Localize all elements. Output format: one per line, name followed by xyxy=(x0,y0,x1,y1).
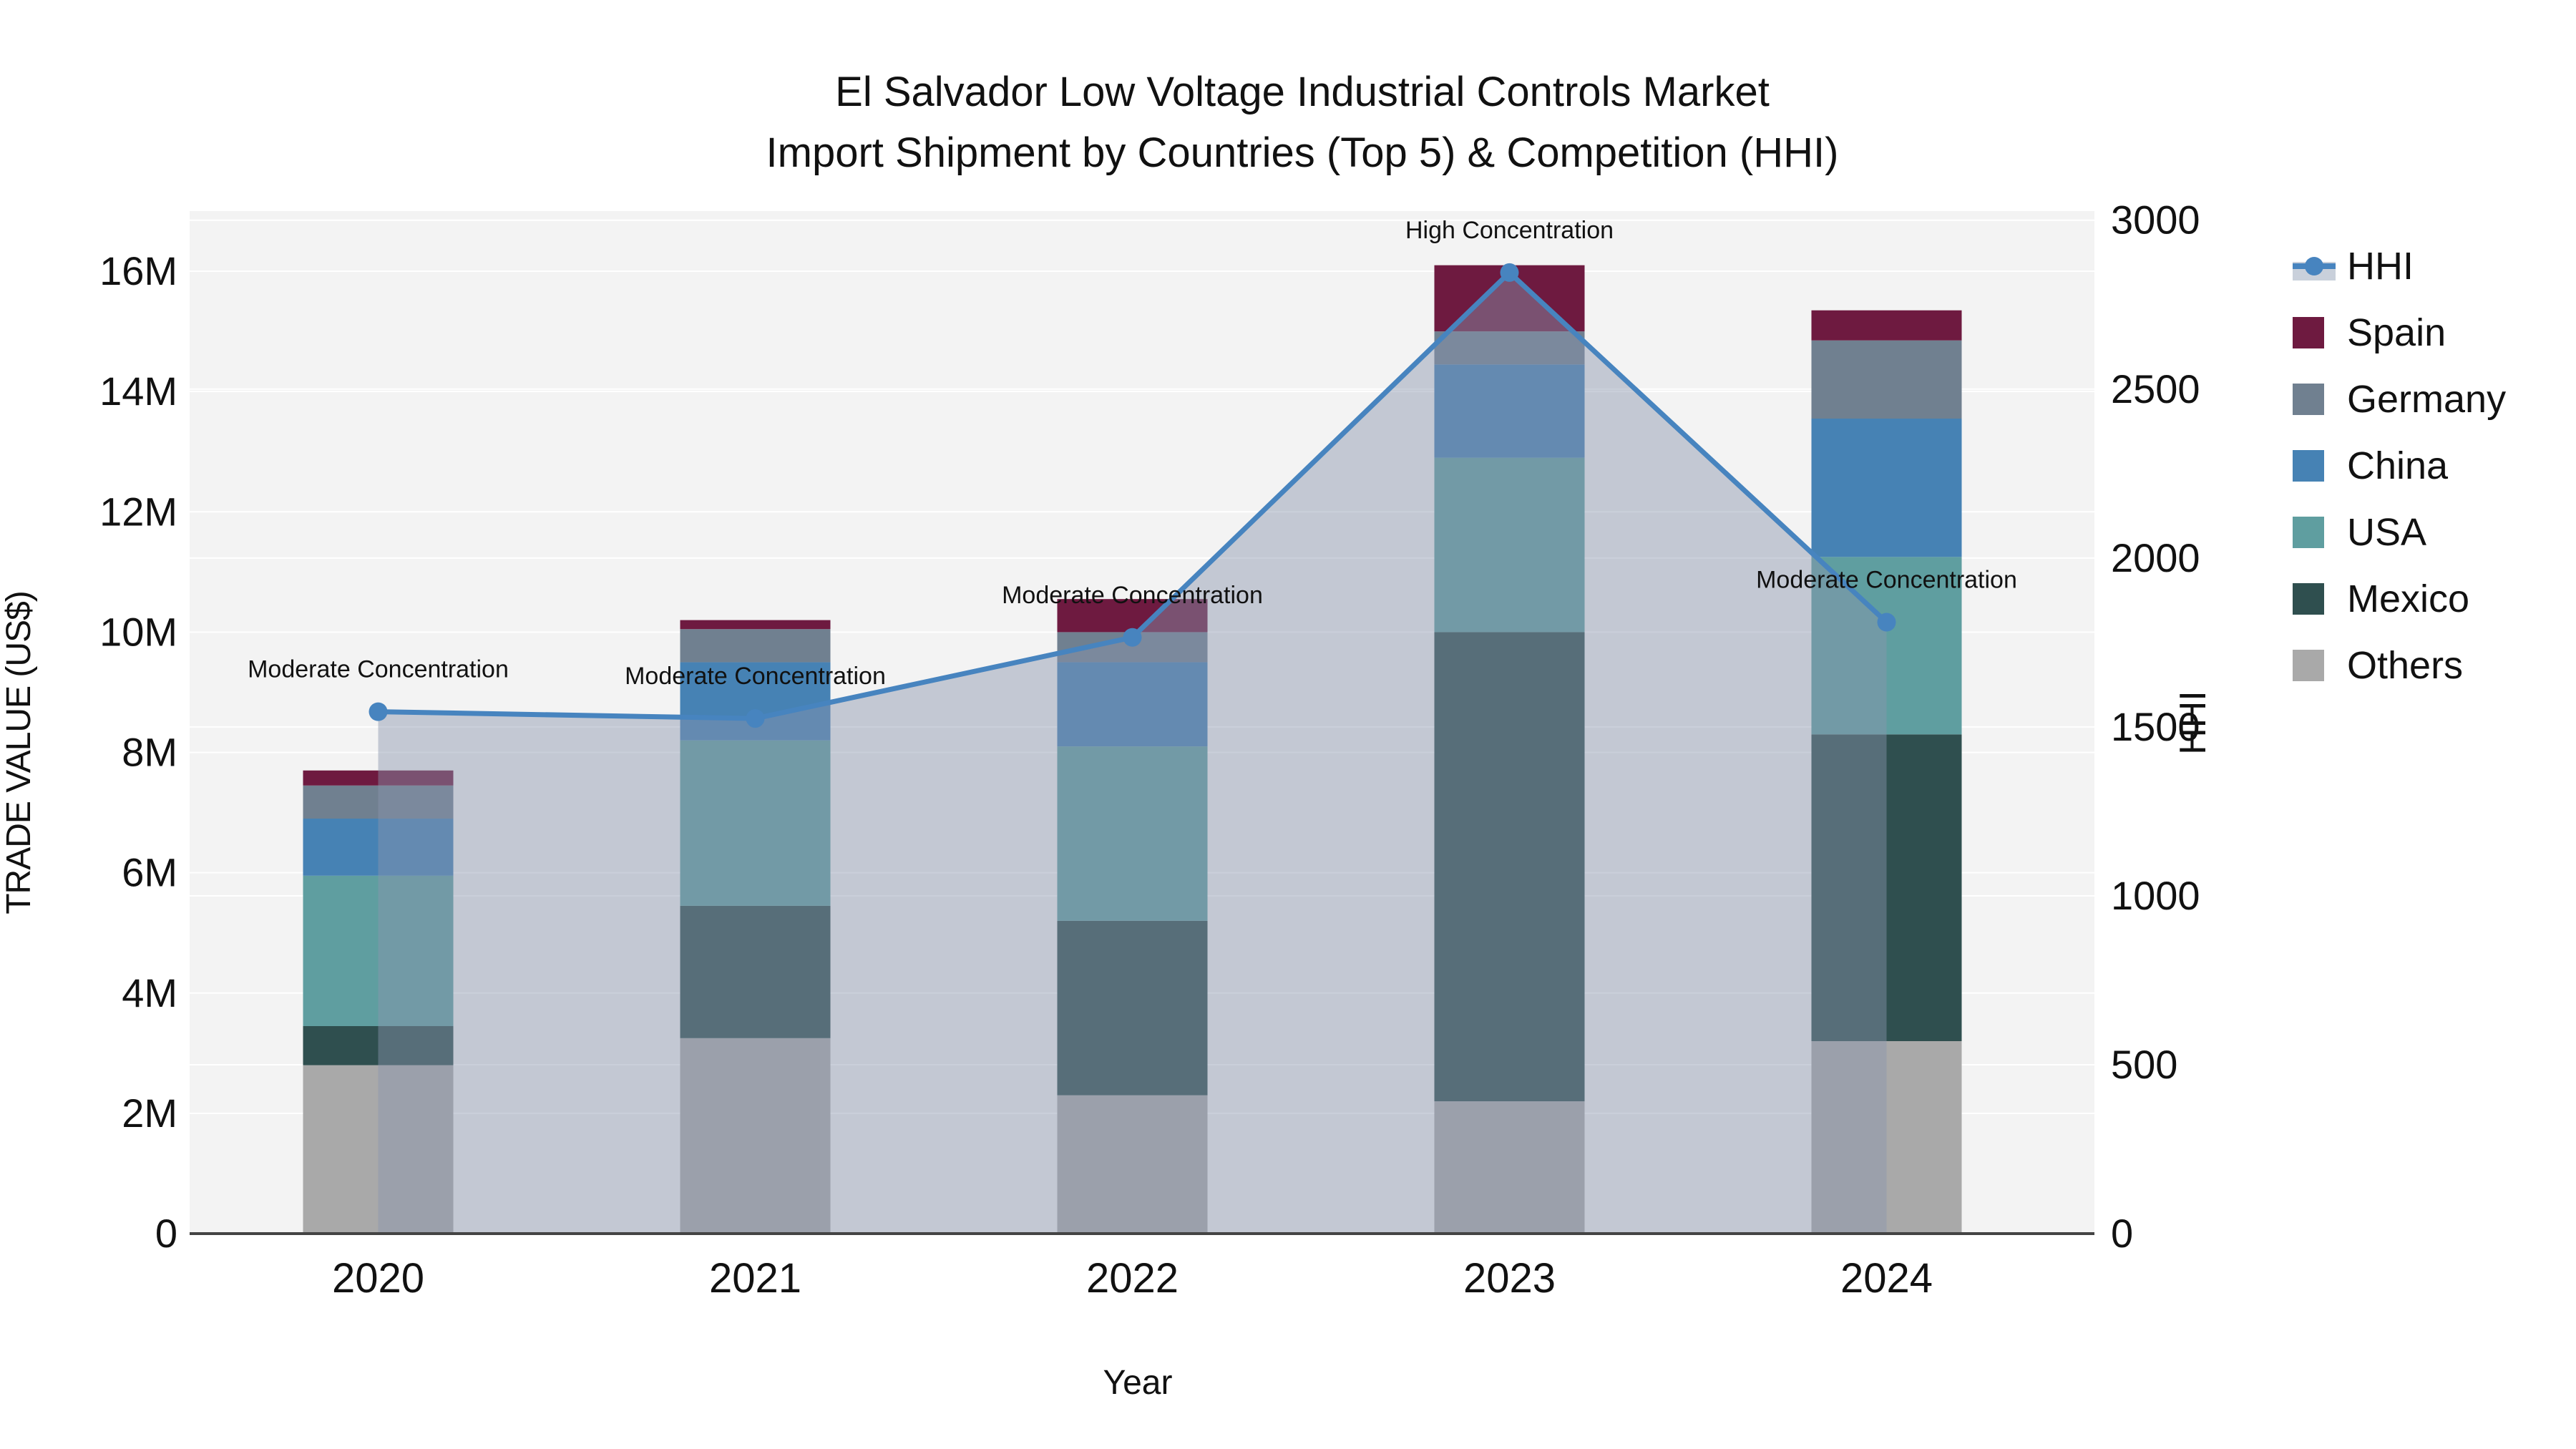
x-tick-2021: 2021 xyxy=(709,1255,801,1302)
hhi-annotation-2023: High Concentration xyxy=(1405,217,1614,244)
hhi-annotation-2020: Moderate Concentration xyxy=(248,656,509,683)
chart-title-line2: Import Shipment by Countries (Top 5) & C… xyxy=(766,130,1839,176)
y-left-tick-2M: 2M xyxy=(122,1091,177,1136)
x-tick-2022: 2022 xyxy=(1086,1255,1179,1302)
bar-segment-2022-mexico xyxy=(1057,920,1208,1096)
bar-segment-2024-germany xyxy=(1811,340,1962,419)
bar-segment-2022-china xyxy=(1057,662,1208,747)
legend-label-germany: Germany xyxy=(2347,378,2506,421)
chart-title-line1: El Salvador Low Voltage Industrial Contr… xyxy=(835,69,1770,115)
legend-label-china: China xyxy=(2347,444,2449,487)
bar-segment-2024-usa xyxy=(1811,557,1962,735)
legend-swatch-spain xyxy=(2293,317,2324,348)
legend-item-usa[interactable]: USA xyxy=(2293,511,2426,554)
hhi-annotation-2024: Moderate Concentration xyxy=(1756,567,2017,594)
bar-segment-2021-usa xyxy=(680,740,831,906)
hhi-area-fill xyxy=(378,272,1887,1234)
legend-label-mexico: Mexico xyxy=(2347,577,2469,620)
bar-segment-2021-mexico xyxy=(680,905,831,1038)
legend-swatch-china xyxy=(2293,450,2324,482)
bar-segment-2020-others xyxy=(303,1065,454,1234)
hhi-point-2022 xyxy=(1123,628,1142,647)
legend-label-spain: Spain xyxy=(2347,311,2446,354)
y-right-tick-0: 0 xyxy=(2111,1211,2133,1256)
y-left-tick-14M: 14M xyxy=(99,369,177,414)
bar-segment-2024-mexico xyxy=(1811,734,1962,1042)
hhi-point-2021 xyxy=(746,709,765,728)
bar-segment-2024-others xyxy=(1811,1041,1962,1234)
bar-segment-2021-others xyxy=(680,1038,831,1234)
y-right-axis-title: HHI xyxy=(2172,691,2214,755)
y-right-tick-3000: 3000 xyxy=(2111,197,2200,243)
bar-segment-2023-others xyxy=(1434,1101,1585,1234)
y-left-axis-title: TRADE VALUE (US$) xyxy=(0,591,38,914)
x-tick-2020: 2020 xyxy=(332,1255,424,1302)
legend-hhi-marker-icon xyxy=(2305,257,2323,275)
legend-label-hhi: HHI xyxy=(2347,245,2414,288)
hhi-point-2020 xyxy=(369,702,388,721)
plot-area: Moderate Concentration Moderate Concentra… xyxy=(190,211,2094,1235)
y-left-tick-0: 0 xyxy=(155,1211,177,1256)
y-right-tick-2000: 2000 xyxy=(2111,535,2200,580)
hhi-point-2023 xyxy=(1500,263,1519,282)
bar-segment-2023-usa xyxy=(1434,457,1585,633)
bar-segment-2020-usa xyxy=(303,875,454,1026)
legend-item-spain[interactable]: Spain xyxy=(2293,311,2446,354)
legend-swatch-others xyxy=(2293,650,2324,681)
y-left-tick-16M: 16M xyxy=(99,248,177,293)
y-left-tick-8M: 8M xyxy=(122,730,177,775)
x-tick-2024: 2024 xyxy=(1840,1255,1933,1302)
bar-segment-2021-germany xyxy=(680,629,831,663)
bar-segment-2022-spain xyxy=(1057,599,1208,633)
bar-segment-2021-spain xyxy=(680,620,831,630)
bar-segment-2020-mexico xyxy=(303,1025,454,1065)
legend-item-mexico[interactable]: Mexico xyxy=(2293,577,2469,620)
legend-swatch-usa xyxy=(2293,517,2324,548)
y-right-tick-1000: 1000 xyxy=(2111,873,2200,918)
y-left-tick-10M: 10M xyxy=(99,609,177,654)
legend-item-others[interactable]: Others xyxy=(2293,644,2463,687)
bar-segment-2024-spain xyxy=(1811,310,1962,341)
bar-segment-2023-germany xyxy=(1434,331,1585,365)
bar-segment-2023-china xyxy=(1434,364,1585,458)
x-axis-title: Year xyxy=(1103,1364,1173,1402)
hhi-annotation-2022: Moderate Concentration xyxy=(1002,582,1263,609)
legend-item-hhi[interactable]: HHI xyxy=(2293,245,2414,288)
legend-swatch-germany xyxy=(2293,384,2324,415)
y-right-tick-1500: 1500 xyxy=(2111,704,2200,749)
y-left-tick-6M: 6M xyxy=(122,850,177,895)
legend-swatch-mexico xyxy=(2293,583,2324,615)
y-left-tick-4M: 4M xyxy=(122,970,177,1015)
legend: HHI Spain Germany China USA Mexico Others xyxy=(2293,245,2506,687)
bar-segment-2022-others xyxy=(1057,1095,1208,1234)
bar-segment-2020-germany xyxy=(303,785,454,819)
legend-item-china[interactable]: China xyxy=(2293,444,2449,487)
y-right-tick-500: 500 xyxy=(2111,1042,2177,1087)
hhi-annotation-2021: Moderate Concentration xyxy=(625,663,886,690)
axis-ticks: 0 2M 4M 6M 8M 10M 12M 14M 16M 0 500 1000 1500 2000 250… xyxy=(99,197,2200,1302)
bar-segment-2024-china xyxy=(1811,419,1962,557)
x-tick-2023: 2023 xyxy=(1463,1255,1556,1302)
y-left-tick-12M: 12M xyxy=(99,489,177,534)
legend-label-usa: USA xyxy=(2347,511,2426,554)
bar-segment-2023-mexico xyxy=(1434,632,1585,1102)
hhi-point-2024 xyxy=(1877,613,1896,632)
legend-label-others: Others xyxy=(2347,644,2463,687)
legend-item-germany[interactable]: Germany xyxy=(2293,378,2506,421)
bar-segment-2020-china xyxy=(303,818,454,876)
y-right-tick-2500: 2500 xyxy=(2111,366,2200,411)
bar-segment-2020-spain xyxy=(303,770,454,786)
bar-segment-2022-usa xyxy=(1057,746,1208,921)
